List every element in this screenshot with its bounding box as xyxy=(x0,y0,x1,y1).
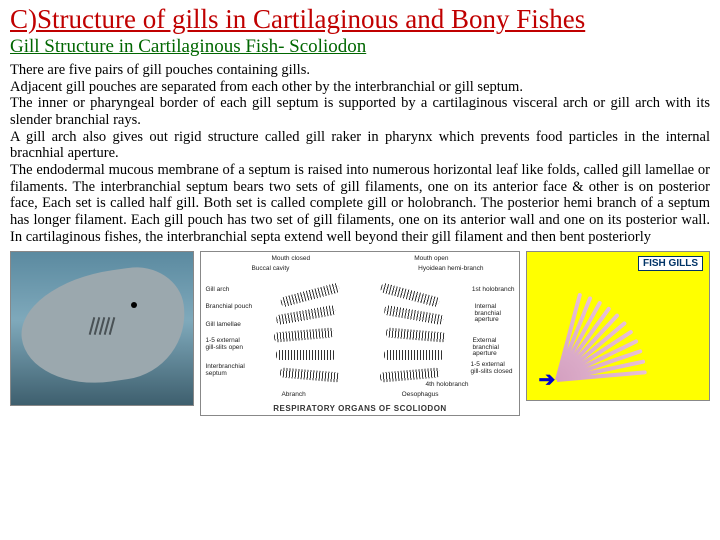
diagram-label: Branchial pouch xyxy=(205,304,252,311)
gill-left xyxy=(280,283,341,308)
diagram-label: Buccal cavity xyxy=(251,266,289,273)
gill-left xyxy=(274,328,335,343)
diagram-label: Gill lamellae xyxy=(205,322,240,329)
fish-gills-diagram: FISH GILLS ➔ xyxy=(526,251,710,401)
shark-gill-slits xyxy=(91,317,116,340)
diagram-label: Gill arch xyxy=(205,287,229,294)
paragraph: A gill arch also gives out rigid structu… xyxy=(10,129,710,162)
diagram-label: Mouth open xyxy=(414,256,448,263)
gill-left xyxy=(276,305,337,325)
diagram-structure xyxy=(270,260,450,400)
diagram-label: Abranch xyxy=(281,392,305,399)
gill-left xyxy=(276,350,336,360)
diagram-label: 1st holobranch xyxy=(472,287,515,294)
paragraph: The endodermal mucous membrane of a sept… xyxy=(10,162,710,245)
gills-fan xyxy=(557,282,677,382)
diagram-label: 1-5 external gill-slits closed xyxy=(471,362,515,375)
diagram-caption: RESPIRATORY ORGANS OF SCOLIODON xyxy=(201,404,518,413)
paragraph: Adjacent gill pouches are separated from… xyxy=(10,79,710,96)
diagram-label: Hyoidean hemi-branch xyxy=(418,266,483,273)
diagram-label: External branchial aperture xyxy=(473,338,515,358)
page-subtitle: Gill Structure in Cartilaginous Fish- Sc… xyxy=(10,37,710,58)
page-title: C)Structure of gills in Cartilaginous an… xyxy=(10,4,710,35)
diagram-label: Oesophagus xyxy=(402,392,439,399)
gills-title: FISH GILLS xyxy=(638,256,703,271)
diagram-label: 4th holobranch xyxy=(426,382,469,389)
images-row: Mouth closed Mouth open Buccal cavity Hy… xyxy=(10,251,710,416)
gill-left xyxy=(280,368,341,383)
paragraph: There are five pairs of gill pouches con… xyxy=(10,62,710,79)
respiratory-diagram: Mouth closed Mouth open Buccal cavity Hy… xyxy=(200,251,519,416)
gill-right xyxy=(384,305,445,325)
gill-right xyxy=(380,283,441,308)
gill-right xyxy=(384,350,444,360)
diagram-label: Mouth closed xyxy=(271,256,310,263)
shark-image xyxy=(10,251,194,406)
diagram-label: Internal branchial aperture xyxy=(475,304,515,324)
paragraph: The inner or pharyngeal border of each g… xyxy=(10,95,710,128)
diagram-label: Interbranchial septum xyxy=(205,364,253,377)
body-text: There are five pairs of gill pouches con… xyxy=(10,62,710,245)
gill-right xyxy=(386,328,447,343)
arrow-icon: ➔ xyxy=(539,367,556,392)
diagram-label: 1-5 external gill-slits open xyxy=(205,338,247,351)
